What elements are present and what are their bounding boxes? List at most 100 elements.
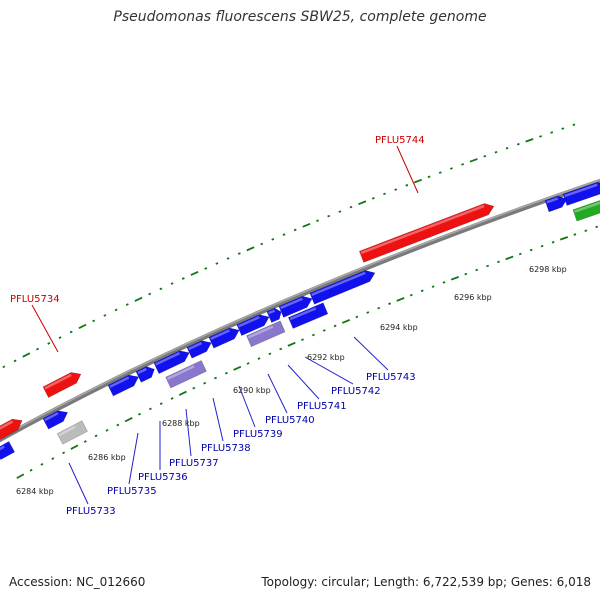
gene-pseudo-1[interactable] xyxy=(165,360,207,389)
tick-mark xyxy=(349,205,353,209)
gene-label-pflu5743[interactable]: PFLU5743 xyxy=(366,372,416,383)
gene-pflu5737[interactable] xyxy=(153,347,192,375)
tick-mark xyxy=(29,468,33,472)
tick-label: 6284 kbp xyxy=(16,487,54,496)
tick-mark xyxy=(138,412,141,416)
tick-mark xyxy=(47,342,51,345)
tick-mark xyxy=(550,131,554,134)
callout-line xyxy=(396,145,419,194)
tick-mark xyxy=(170,397,174,400)
tick-mark xyxy=(464,272,468,276)
tick-mark xyxy=(114,308,118,312)
tick-mark xyxy=(260,242,264,246)
gene-pflu5743[interactable] xyxy=(309,267,377,305)
tick-mark xyxy=(226,257,230,260)
gene-label-pflu5737[interactable]: PFLU5737 xyxy=(169,458,219,469)
gene-label-pflu5740[interactable]: PFLU5740 xyxy=(265,415,315,426)
tick-mark xyxy=(461,163,465,166)
tick-mark xyxy=(573,233,577,236)
gene-pflu5735[interactable] xyxy=(107,372,141,397)
gene-pflu5734[interactable] xyxy=(42,369,84,398)
tick-mark xyxy=(92,319,96,323)
gene-pseudo-2[interactable] xyxy=(246,320,286,348)
gene-label-pflu5739[interactable]: PFLU5739 xyxy=(233,429,283,440)
callout-line xyxy=(31,304,59,353)
tick-mark xyxy=(383,192,386,196)
gene-label-pflu5736[interactable]: PFLU5736 xyxy=(138,472,188,483)
tick-mark xyxy=(409,293,413,297)
tick-mark xyxy=(13,359,17,363)
tick-mark xyxy=(268,352,272,356)
tick-mark xyxy=(257,357,261,360)
gene-label-pflu5738[interactable]: PFLU5738 xyxy=(201,443,251,454)
gene-pflu5733[interactable] xyxy=(42,407,71,430)
gene-pflu5742[interactable] xyxy=(278,293,315,318)
tick-mark xyxy=(475,268,479,272)
gene-label-pflu5734[interactable]: PFLU5734 xyxy=(10,294,60,305)
gene-label-pflu5742[interactable]: PFLU5742 xyxy=(331,386,381,397)
tick-mark xyxy=(327,214,331,218)
gene-forward-box[interactable] xyxy=(287,302,329,329)
genome-backbone xyxy=(0,178,600,443)
tick-mark xyxy=(358,200,367,206)
gene-label-pflu5735[interactable]: PFLU5735 xyxy=(107,486,157,497)
tick-mark xyxy=(190,270,199,276)
genome-summary: Topology: circular; Length: 6,722,539 bp… xyxy=(261,575,591,589)
tick-mark xyxy=(572,123,576,127)
tick-mark xyxy=(438,171,442,174)
tick-mark xyxy=(246,362,250,365)
callout-line xyxy=(238,385,256,428)
gene-grey[interactable] xyxy=(56,420,88,445)
tick-mark xyxy=(539,135,542,138)
tick-mark xyxy=(58,336,62,339)
gene-rna[interactable] xyxy=(572,196,600,222)
gene-pflu5744[interactable] xyxy=(358,201,496,263)
tick-mark xyxy=(103,314,107,317)
tick-mark xyxy=(413,178,423,184)
tick-mark xyxy=(355,315,359,319)
gene-pflu5741[interactable] xyxy=(266,306,284,323)
tick-mark xyxy=(125,303,129,306)
tick-mark xyxy=(62,451,66,455)
gene-right-1[interactable] xyxy=(544,194,569,213)
tick-mark xyxy=(159,402,163,406)
gene-forward-edge[interactable] xyxy=(0,441,16,461)
gene-label-pflu5744[interactable]: PFLU5744 xyxy=(375,135,425,146)
gene-label-pflu5733[interactable]: PFLU5733 xyxy=(66,506,116,517)
tick-label: 6290 kbp xyxy=(233,386,271,395)
tick-mark xyxy=(282,233,286,236)
tick-mark xyxy=(394,188,398,191)
tick-mark xyxy=(51,457,55,460)
tick-mark xyxy=(469,158,478,163)
tick-mark xyxy=(233,365,242,371)
gene-pflu5739[interactable] xyxy=(208,325,242,349)
callout-line xyxy=(287,364,320,400)
tick-mark xyxy=(83,440,87,443)
callout-line xyxy=(267,373,288,414)
gene-pflu5736[interactable] xyxy=(135,364,157,383)
tick-mark xyxy=(94,434,98,438)
outer-tick-row xyxy=(2,123,576,369)
tick-label: 6294 kbp xyxy=(380,323,418,332)
tick-mark xyxy=(505,146,509,150)
tick-label: 6296 kbp xyxy=(454,293,492,302)
tick-mark xyxy=(203,381,207,385)
tick-mark xyxy=(377,306,381,310)
tick-mark xyxy=(322,329,326,332)
gene-pflu5740[interactable] xyxy=(236,311,272,336)
tick-mark xyxy=(316,219,319,222)
callout-line xyxy=(128,432,139,485)
gene-label-pflu5741[interactable]: PFLU5741 xyxy=(297,401,347,412)
tick-mark xyxy=(311,333,315,337)
gene-reverse-left[interactable] xyxy=(0,415,25,445)
gene-pflu5738[interactable] xyxy=(186,337,214,359)
gene-right-2[interactable] xyxy=(562,180,600,206)
gene-track[interactable] xyxy=(0,180,600,461)
tick-mark xyxy=(450,276,459,281)
tick-mark xyxy=(70,444,79,450)
tick-mark xyxy=(40,463,44,466)
tick-mark xyxy=(134,296,143,302)
tick-mark xyxy=(22,352,31,358)
